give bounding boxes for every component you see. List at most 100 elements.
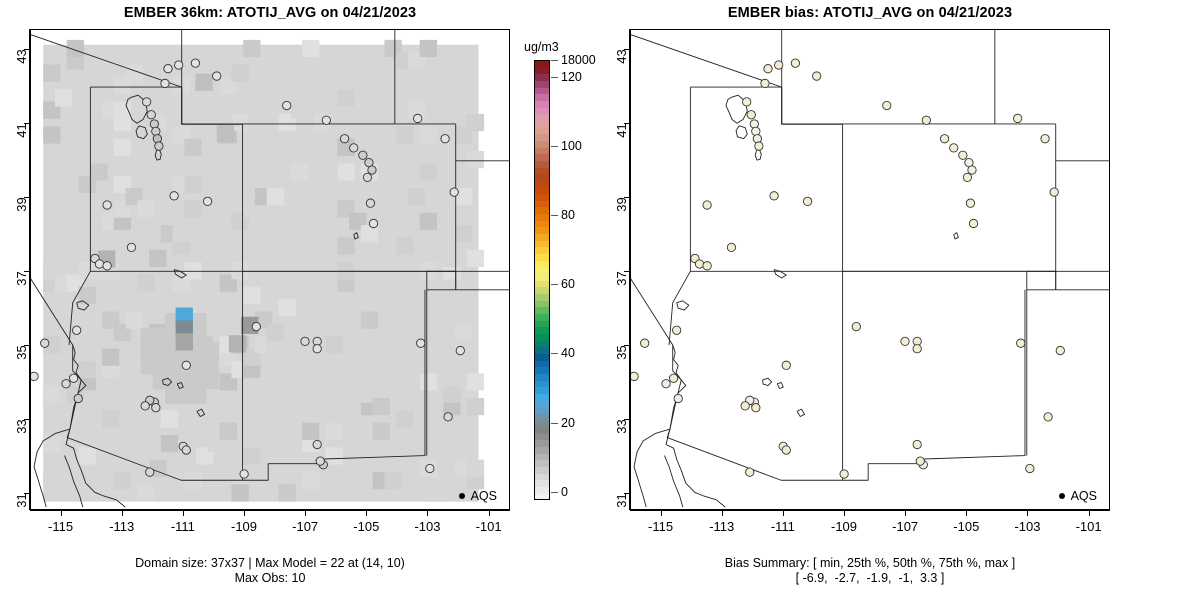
- observation-marker[interactable]: [169, 191, 179, 201]
- map-plot-bias[interactable]: AQS: [630, 29, 1110, 510]
- observation-marker[interactable]: [142, 97, 152, 107]
- observation-marker[interactable]: [181, 360, 191, 370]
- observation-marker[interactable]: [73, 393, 83, 404]
- bias-marker[interactable]: [912, 344, 922, 354]
- bias-marker[interactable]: [631, 371, 639, 381]
- map-plot-model[interactable]: AQS: [30, 29, 510, 510]
- observation-marker[interactable]: [102, 261, 112, 271]
- observation-marker[interactable]: [312, 344, 322, 354]
- bias-marker[interactable]: [763, 64, 773, 74]
- bias-marker[interactable]: [1013, 113, 1023, 124]
- observation-marker[interactable]: [212, 71, 222, 81]
- bias-marker[interactable]: [1016, 338, 1026, 348]
- bias-marker[interactable]: [1055, 345, 1065, 356]
- bias-marker[interactable]: [751, 126, 761, 136]
- bias-marker[interactable]: [915, 456, 925, 466]
- bias-marker[interactable]: [965, 198, 976, 208]
- bias-marker[interactable]: [802, 196, 813, 206]
- bias-marker[interactable]: [754, 141, 764, 151]
- observation-marker[interactable]: [154, 141, 164, 151]
- observation-marker[interactable]: [368, 218, 379, 229]
- bias-marker[interactable]: [912, 439, 922, 450]
- bias-marker[interactable]: [949, 143, 959, 153]
- observation-marker[interactable]: [61, 379, 71, 389]
- observation-marker[interactable]: [362, 172, 373, 183]
- bias-marker[interactable]: [749, 119, 759, 129]
- bias-marker[interactable]: [745, 467, 755, 477]
- bias-marker[interactable]: [661, 379, 671, 389]
- bias-marker[interactable]: [742, 97, 752, 107]
- observation-marker[interactable]: [443, 412, 453, 422]
- bias-marker[interactable]: [851, 321, 861, 332]
- observation-marker[interactable]: [140, 401, 150, 411]
- observation-marker[interactable]: [126, 242, 137, 253]
- observation-marker[interactable]: [300, 336, 310, 346]
- bias-marker[interactable]: [839, 469, 849, 479]
- bias-marker[interactable]: [921, 115, 931, 125]
- observation-marker[interactable]: [315, 456, 325, 466]
- bias-marker[interactable]: [1025, 463, 1035, 474]
- bias-marker[interactable]: [769, 191, 779, 201]
- observation-marker[interactable]: [282, 100, 292, 111]
- observation-marker[interactable]: [449, 187, 459, 197]
- bias-marker[interactable]: [1040, 134, 1050, 144]
- observation-marker[interactable]: [160, 78, 170, 89]
- observation-marker[interactable]: [413, 113, 423, 124]
- bias-marker[interactable]: [668, 373, 679, 383]
- bias-marker[interactable]: [740, 401, 750, 411]
- observation-marker[interactable]: [202, 196, 213, 206]
- bias-marker[interactable]: [962, 172, 973, 183]
- observation-marker[interactable]: [455, 345, 465, 356]
- observation-marker[interactable]: [321, 115, 331, 125]
- observation-marker[interactable]: [425, 463, 435, 474]
- observation-marker[interactable]: [174, 60, 184, 70]
- bias-marker[interactable]: [760, 78, 770, 89]
- observation-marker[interactable]: [145, 467, 155, 477]
- bias-marker[interactable]: [640, 338, 650, 348]
- bias-marker[interactable]: [967, 165, 977, 175]
- observation-marker[interactable]: [358, 150, 368, 160]
- observation-marker[interactable]: [349, 143, 359, 153]
- observation-marker[interactable]: [365, 198, 376, 208]
- bias-marker[interactable]: [673, 393, 683, 404]
- observation-marker[interactable]: [251, 321, 261, 332]
- bias-marker[interactable]: [939, 134, 950, 144]
- observation-marker[interactable]: [40, 338, 50, 348]
- bias-marker[interactable]: [1043, 412, 1053, 422]
- bias-marker[interactable]: [790, 58, 801, 68]
- bias-marker[interactable]: [702, 200, 712, 210]
- bias-marker[interactable]: [1049, 187, 1059, 197]
- bias-marker[interactable]: [751, 403, 761, 413]
- observation-marker[interactable]: [72, 325, 82, 335]
- observation-marker[interactable]: [94, 259, 105, 269]
- bias-marker[interactable]: [781, 360, 791, 370]
- observation-marker[interactable]: [146, 110, 156, 120]
- bias-marker[interactable]: [672, 325, 682, 335]
- bias-marker[interactable]: [774, 60, 784, 70]
- observation-marker[interactable]: [312, 439, 322, 450]
- observation-marker[interactable]: [163, 64, 173, 74]
- bias-marker[interactable]: [968, 218, 979, 229]
- observation-marker[interactable]: [151, 403, 161, 413]
- bias-marker[interactable]: [882, 100, 892, 111]
- bias-marker[interactable]: [694, 259, 705, 269]
- observation-marker[interactable]: [152, 134, 162, 144]
- observation-marker[interactable]: [239, 469, 249, 479]
- bias-marker[interactable]: [812, 71, 822, 81]
- bias-marker[interactable]: [958, 150, 968, 160]
- bias-marker[interactable]: [746, 110, 756, 120]
- observation-marker[interactable]: [151, 126, 161, 136]
- bias-marker[interactable]: [702, 261, 712, 271]
- observation-marker[interactable]: [102, 200, 112, 210]
- bias-marker[interactable]: [781, 445, 791, 455]
- observation-marker[interactable]: [416, 338, 426, 348]
- bias-marker[interactable]: [726, 242, 737, 253]
- observation-marker[interactable]: [339, 134, 350, 144]
- observation-marker[interactable]: [31, 371, 39, 381]
- observation-marker[interactable]: [440, 134, 450, 144]
- bias-marker[interactable]: [900, 336, 910, 346]
- bias-marker[interactable]: [752, 134, 762, 144]
- observation-marker[interactable]: [190, 58, 201, 68]
- observation-marker[interactable]: [367, 165, 377, 175]
- observation-marker[interactable]: [181, 445, 191, 455]
